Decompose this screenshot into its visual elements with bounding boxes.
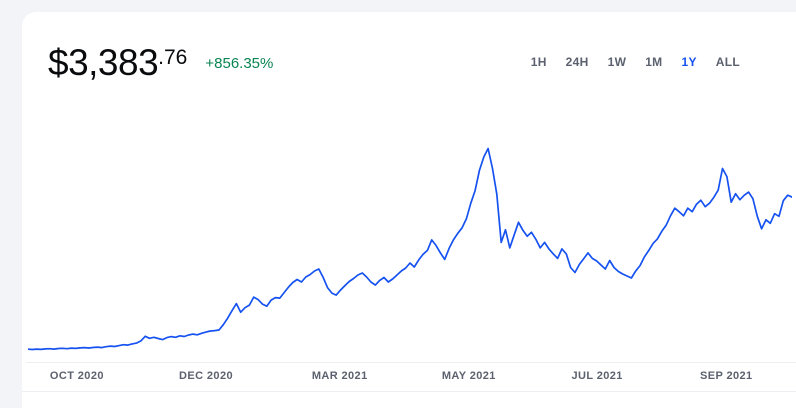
chart-canvas <box>28 147 792 351</box>
price-chart-card: $ 3,383 .76 +856.35% 1H 24H 1W 1M 1Y ALL OCT … <box>22 12 796 408</box>
x-axis-line <box>26 362 796 363</box>
x-axis-label: DEC 2020 <box>179 370 233 382</box>
x-axis-label: OCT 2020 <box>49 370 104 382</box>
x-axis-labels: OCT 2020 DEC 2020 MAR 2021 MAY 2021 JUL 2021… <box>28 370 792 386</box>
currency-symbol: $ <box>48 42 69 83</box>
range-button-1w[interactable]: 1W <box>607 55 627 69</box>
chart-header: $ 3,383 .76 +856.35% 1H 24H 1W 1M 1Y ALL <box>22 12 796 85</box>
price-integer: 3,383 <box>68 42 159 83</box>
price-decimals: .76 <box>158 46 188 69</box>
section-divider <box>22 391 796 392</box>
range-button-1h[interactable]: 1H <box>530 55 547 69</box>
price-line-chart[interactable] <box>28 136 792 362</box>
range-button-1y[interactable]: 1Y <box>681 55 697 69</box>
time-range-selector: 1H 24H 1W 1M 1Y ALL <box>531 42 740 69</box>
range-button-1m[interactable]: 1M <box>645 55 663 69</box>
range-button-all[interactable]: ALL <box>715 55 740 69</box>
x-axis-label: SEP 2021 <box>700 370 753 382</box>
x-axis-label: MAY 2021 <box>441 370 496 382</box>
x-axis-label: JUL 2021 <box>571 370 623 382</box>
price-line <box>28 147 792 351</box>
range-button-24h[interactable]: 24H <box>565 55 589 69</box>
x-axis-label: MAR 2021 <box>311 370 368 382</box>
asset-price: $ 3,383 .76 <box>48 42 187 85</box>
price-change-percent: +856.35% <box>205 55 274 72</box>
